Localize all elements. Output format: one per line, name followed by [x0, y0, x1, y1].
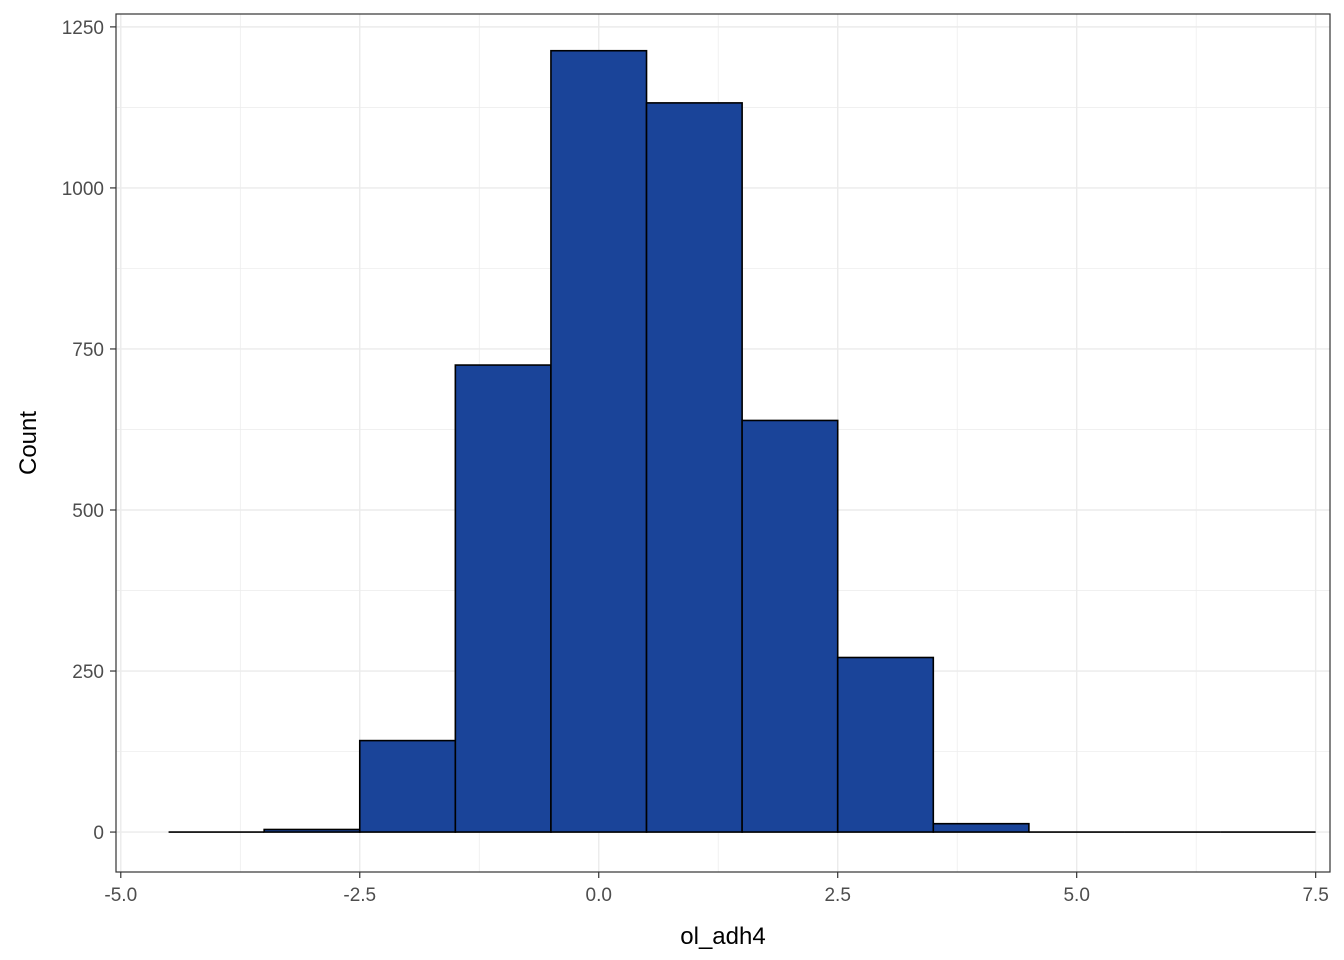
panel-border — [115, 13, 1331, 873]
y-tick-label: 1000 — [62, 179, 104, 200]
histogram-bar — [550, 49, 648, 833]
y-tick-label: 250 — [72, 662, 104, 683]
histogram-bar — [741, 419, 839, 833]
y-axis-ticks: 0 250 500 750 1000 1250 — [62, 18, 116, 844]
histogram-bar — [263, 828, 361, 833]
histogram-bar — [836, 656, 935, 833]
y-tick-label: 0 — [93, 823, 104, 844]
x-tick-label: 0.0 — [586, 885, 612, 906]
y-tick-label: 500 — [72, 501, 104, 522]
histogram-bars — [168, 49, 1316, 833]
y-tick-label: 1250 — [62, 18, 104, 39]
x-tick-label: 2.5 — [824, 885, 850, 906]
x-tick-label: 5.0 — [1063, 885, 1089, 906]
x-axis-ticks: -5.0 -2.5 0.0 2.5 5.0 7.5 — [104, 872, 1329, 906]
x-tick-label: 7.5 — [1302, 885, 1328, 906]
histogram-bar — [358, 739, 457, 833]
histogram-bar — [932, 822, 1030, 833]
y-tick-label: 750 — [72, 340, 104, 361]
histogram-bar — [645, 102, 743, 833]
x-tick-label: -2.5 — [343, 885, 376, 906]
x-tick-label: -5.0 — [104, 885, 137, 906]
y-axis-title: Count — [15, 411, 42, 475]
x-axis-title: ol_adh4 — [680, 923, 765, 950]
histogram-bar — [454, 364, 552, 833]
